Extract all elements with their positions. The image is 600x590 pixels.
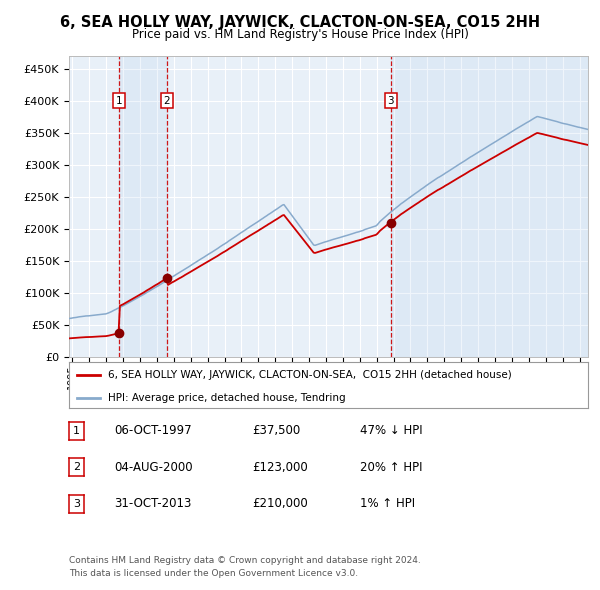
Text: 20% ↑ HPI: 20% ↑ HPI: [360, 461, 422, 474]
Text: 2: 2: [73, 463, 80, 472]
Bar: [391, 56, 588, 357]
Text: £123,000: £123,000: [252, 461, 308, 474]
Text: 1: 1: [116, 96, 122, 106]
Text: £37,500: £37,500: [252, 424, 300, 437]
Text: 3: 3: [73, 499, 80, 509]
Text: Price paid vs. HM Land Registry's House Price Index (HPI): Price paid vs. HM Land Registry's House …: [131, 28, 469, 41]
Text: This data is licensed under the Open Government Licence v3.0.: This data is licensed under the Open Gov…: [69, 569, 358, 578]
Text: 31-OCT-2013: 31-OCT-2013: [114, 497, 191, 510]
Text: 6, SEA HOLLY WAY, JAYWICK, CLACTON-ON-SEA, CO15 2HH: 6, SEA HOLLY WAY, JAYWICK, CLACTON-ON-SE…: [60, 15, 540, 30]
Text: Contains HM Land Registry data © Crown copyright and database right 2024.: Contains HM Land Registry data © Crown c…: [69, 556, 421, 565]
Text: 3: 3: [388, 96, 394, 106]
Bar: [119, 56, 167, 357]
Text: HPI: Average price, detached house, Tendring: HPI: Average price, detached house, Tend…: [108, 393, 346, 403]
Text: 6, SEA HOLLY WAY, JAYWICK, CLACTON-ON-SEA,  CO15 2HH (detached house): 6, SEA HOLLY WAY, JAYWICK, CLACTON-ON-SE…: [108, 370, 512, 380]
Text: £210,000: £210,000: [252, 497, 308, 510]
Text: 06-OCT-1997: 06-OCT-1997: [114, 424, 191, 437]
Text: 2: 2: [164, 96, 170, 106]
Text: 1: 1: [73, 426, 80, 435]
Text: 04-AUG-2000: 04-AUG-2000: [114, 461, 193, 474]
Text: 47% ↓ HPI: 47% ↓ HPI: [360, 424, 422, 437]
Text: 1% ↑ HPI: 1% ↑ HPI: [360, 497, 415, 510]
